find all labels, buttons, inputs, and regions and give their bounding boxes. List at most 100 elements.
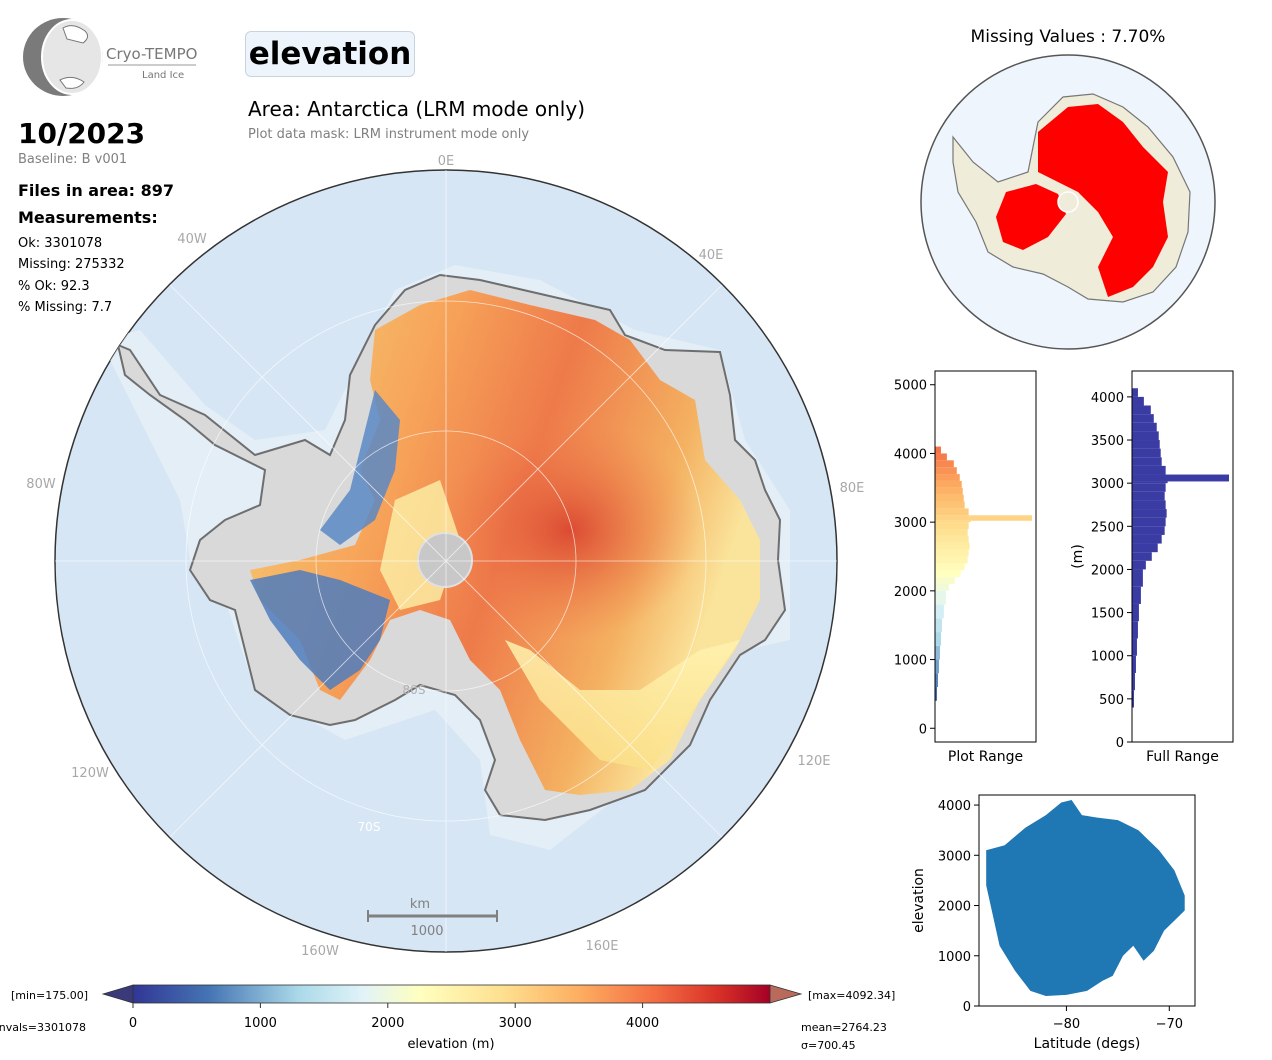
colorbar-tick-label: 4000 bbox=[626, 1016, 659, 1031]
scatter-y-tick-label: 2000 bbox=[938, 900, 971, 915]
histogram-tick-label: 5000 bbox=[894, 379, 927, 394]
colorbar-axis-label: elevation (m) bbox=[407, 1037, 494, 1052]
histogram-bar bbox=[1132, 672, 1135, 691]
histogram-bar bbox=[1132, 586, 1141, 604]
histogram-bar bbox=[935, 474, 960, 481]
date-label: 10/2023 bbox=[18, 117, 146, 150]
histogram-tick-label: 2000 bbox=[894, 585, 927, 600]
histogram-bar bbox=[1132, 655, 1136, 673]
histogram-bar bbox=[1132, 526, 1165, 535]
lat-label-70s: 70S bbox=[358, 820, 381, 834]
histogram-bar bbox=[1132, 474, 1229, 482]
histogram-bar bbox=[1132, 552, 1152, 561]
histogram-bar bbox=[1132, 465, 1166, 475]
histogram-bar bbox=[935, 522, 969, 530]
histogram-tick-label: 4000 bbox=[1091, 391, 1124, 406]
histogram-xlabel: Plot Range bbox=[948, 749, 1023, 765]
colorbar-max-extend bbox=[769, 984, 803, 1004]
histogram-bar bbox=[935, 590, 946, 605]
histogram-bar bbox=[1132, 517, 1166, 527]
scatter-x-tick-label: −70 bbox=[1156, 1017, 1183, 1032]
histogram-tick-label: 0 bbox=[919, 722, 927, 737]
stat-pct-ok: % Ok: 92.3 bbox=[18, 279, 90, 294]
histogram-tick-label: 1000 bbox=[894, 654, 927, 669]
histogram-bar bbox=[935, 577, 955, 584]
files-count: Files in area: 897 bbox=[18, 181, 174, 200]
lon-label-0e: 0E bbox=[438, 154, 455, 169]
histogram-bar bbox=[935, 687, 937, 701]
measurements-heading: Measurements: bbox=[18, 208, 158, 227]
histogram-bar bbox=[1132, 481, 1168, 484]
lat-label-80s: 80S bbox=[403, 683, 426, 697]
histogram-tick-label: 3500 bbox=[1091, 434, 1124, 449]
plot-range-histogram: 0 1000 2000 3000 4000 5000 Plot Range bbox=[894, 370, 1037, 765]
histogram-bar bbox=[935, 460, 954, 468]
colorbar-tick-label: 3000 bbox=[499, 1016, 532, 1031]
histogram-bar bbox=[935, 570, 961, 578]
histogram-bar bbox=[935, 645, 940, 660]
missing-values-title: Missing Values : 7.70% bbox=[970, 27, 1166, 47]
histogram-tick-label: 1500 bbox=[1091, 607, 1124, 622]
stat-missing: Missing: 275332 bbox=[18, 257, 125, 272]
histogram-bar bbox=[1132, 534, 1162, 544]
histogram-bar bbox=[1132, 483, 1166, 492]
histogram-ylabel: (m) bbox=[1070, 544, 1086, 569]
histogram-bar bbox=[1132, 431, 1159, 441]
colorbar-tick-label: 2000 bbox=[371, 1016, 404, 1031]
scatter-xlabel: Latitude (degs) bbox=[1034, 1036, 1141, 1052]
histogram-bar bbox=[1132, 603, 1139, 622]
histogram-bar bbox=[935, 549, 969, 557]
logo-name: Cryo-TEMPO bbox=[106, 45, 197, 63]
histogram-bar bbox=[935, 446, 941, 454]
histogram-bar bbox=[935, 520, 971, 523]
parameter-title: elevation bbox=[245, 31, 415, 77]
scale-bar-unit: km bbox=[410, 897, 430, 912]
histogram-bar bbox=[1132, 500, 1166, 510]
histogram-bar bbox=[935, 501, 965, 509]
elevation-vs-latitude-scatter: 0 1000 2000 3000 4000 −80 −70 Latitude (degs) el… bbox=[911, 794, 1196, 1052]
cryo-tempo-logo: Cryo-TEMPO Land Ice bbox=[23, 18, 197, 96]
histogram-bar bbox=[1132, 509, 1167, 518]
lon-label-120w: 120W bbox=[71, 766, 109, 781]
histogram-bar bbox=[935, 467, 957, 475]
histogram-bar bbox=[935, 487, 963, 495]
scatter-x-tick-label: −80 bbox=[1053, 1017, 1080, 1032]
colorbar-tick-label: 0 bbox=[129, 1016, 137, 1031]
histogram-tick-label: 500 bbox=[1099, 693, 1124, 708]
missing-area-west bbox=[996, 184, 1066, 250]
histogram-bar bbox=[1132, 690, 1134, 708]
histogram-bar bbox=[1132, 457, 1162, 466]
colorbar-tick-label: 1000 bbox=[244, 1016, 277, 1031]
histogram-bar bbox=[1132, 414, 1154, 423]
histogram-bar bbox=[1132, 440, 1160, 449]
scatter-y-tick-label: 4000 bbox=[938, 799, 971, 814]
histogram-bar bbox=[1132, 396, 1144, 406]
histogram-bar bbox=[1132, 491, 1165, 501]
scatter-y-tick-label: 1000 bbox=[938, 950, 971, 965]
histogram-bar bbox=[935, 542, 970, 550]
lon-label-160e: 160E bbox=[585, 939, 618, 954]
full-range-histogram: 0 500 1000 1500 2000 2500 3000 3500 4000 Full Ran… bbox=[1070, 370, 1234, 765]
histogram-bar bbox=[935, 673, 938, 688]
histogram-tick-label: 2500 bbox=[1091, 520, 1124, 535]
histogram-tick-label: 4000 bbox=[894, 447, 927, 462]
area-label: Area: Antarctica (LRM mode only) bbox=[248, 97, 586, 121]
histogram-bar bbox=[935, 529, 968, 536]
histogram-bar bbox=[1132, 448, 1161, 458]
scatter-ylabel: elevation bbox=[911, 868, 927, 933]
low-elevation-west bbox=[320, 390, 400, 545]
histogram-tick-label: 3000 bbox=[1091, 477, 1124, 492]
histogram-frame bbox=[1131, 370, 1234, 743]
lon-label-80e: 80E bbox=[840, 481, 865, 496]
histogram-bar bbox=[1132, 388, 1138, 397]
histogram-bar bbox=[935, 563, 965, 571]
histogram-tick-label: 3000 bbox=[894, 516, 927, 531]
histogram-bar bbox=[935, 604, 944, 619]
histogram-bar bbox=[935, 508, 969, 516]
histogram-xlabel: Full Range bbox=[1146, 749, 1219, 765]
histogram-bar bbox=[1132, 560, 1146, 570]
stat-pct-missing: % Missing: 7.7 bbox=[18, 300, 113, 315]
colorbar-bar bbox=[132, 984, 771, 1004]
colorbar-min-label: [min=175.00] bbox=[11, 989, 88, 1002]
histogram-bar bbox=[1132, 621, 1138, 639]
